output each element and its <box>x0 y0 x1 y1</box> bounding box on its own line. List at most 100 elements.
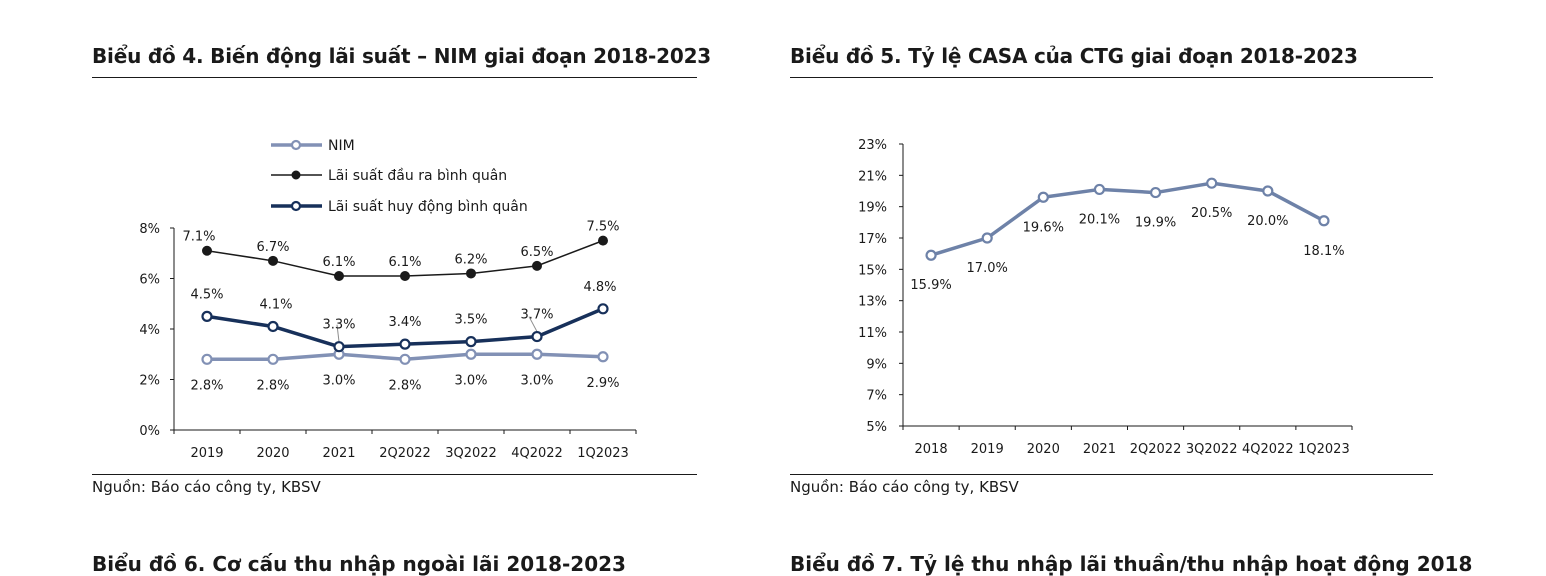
y-tick-label: 9% <box>866 357 887 372</box>
y-tick-label: 11% <box>858 326 887 341</box>
data-label: 17.0% <box>967 261 1008 276</box>
data-point-casa <box>925 249 937 261</box>
chart-7-title: Biểu đồ 7. Tỷ lệ thu nhập lãi thuần/thu … <box>790 552 1473 576</box>
data-label: 3.0% <box>520 373 553 388</box>
data-point-l-i-su-t-huy-ng-b-nh-qu-n <box>597 303 609 315</box>
data-point-nim <box>399 353 411 365</box>
data-label: 2.8% <box>256 378 289 393</box>
data-label: 3.5% <box>454 313 487 328</box>
y-tick-label: 17% <box>858 232 887 247</box>
data-label: 19.9% <box>1135 216 1176 231</box>
data-point-l-i-su-t-huy-ng-b-nh-qu-n <box>531 330 543 343</box>
data-point-casa <box>1093 183 1106 196</box>
data-point-l-i-su-t-u-ra-b-nh-qu-n <box>202 245 212 256</box>
data-label: 3.4% <box>388 315 421 330</box>
chart-4-source: Nguồn: Báo cáo công ty, KBSV <box>92 478 321 496</box>
data-label: 6.1% <box>388 255 421 270</box>
x-tick-label: 2020 <box>256 446 289 461</box>
x-tick-label: 2021 <box>1083 442 1116 457</box>
chart-4-title-rule <box>92 77 697 78</box>
legend-label: NIM <box>328 138 355 154</box>
chart-5-source: Nguồn: Báo cáo công ty, KBSV <box>790 478 1019 496</box>
data-label: 3.7% <box>520 308 553 323</box>
y-tick-label: 21% <box>858 169 887 184</box>
legend-label: Lãi suất đầu ra bình quân <box>328 168 507 184</box>
data-label: 4.5% <box>190 287 223 302</box>
data-label: 4.8% <box>583 280 616 295</box>
chart-5-bottom-rule <box>790 474 1433 475</box>
data-point-l-i-su-t-u-ra-b-nh-qu-n <box>532 260 542 271</box>
data-point-nim <box>531 348 543 360</box>
x-tick-label: 4Q2022 <box>1242 442 1294 457</box>
data-label: 2.8% <box>190 378 223 393</box>
y-tick-label: 0% <box>139 424 160 439</box>
chart-5-title-rule <box>790 77 1433 78</box>
data-point-l-i-su-t-u-ra-b-nh-qu-n <box>268 255 278 266</box>
data-label: 2.9% <box>586 376 619 391</box>
data-label: 15.9% <box>910 278 951 293</box>
x-tick-label: 2018 <box>915 442 948 457</box>
data-label: 6.5% <box>520 245 553 260</box>
data-point-nim <box>597 351 609 363</box>
y-tick-label: 15% <box>858 263 887 278</box>
data-label: 20.1% <box>1079 212 1120 227</box>
x-tick-label: 2021 <box>322 446 355 461</box>
data-label: 4.1% <box>259 297 292 312</box>
data-point-l-i-su-t-huy-ng-b-nh-qu-n <box>201 310 213 322</box>
data-label: 6.7% <box>256 240 289 255</box>
x-tick-label: 2020 <box>1027 442 1060 457</box>
x-tick-label: 2Q2022 <box>1130 442 1182 457</box>
data-point-l-i-su-t-huy-ng-b-nh-qu-n <box>267 320 279 333</box>
data-point-nim <box>267 353 279 365</box>
legend-label: Lãi suất huy động bình quân <box>328 199 528 215</box>
y-tick-label: 13% <box>858 295 887 310</box>
data-label: 7.1% <box>182 230 215 245</box>
chart-4-bottom-rule <box>92 474 697 475</box>
data-label: 3.3% <box>322 318 355 333</box>
data-point-nim <box>201 353 213 365</box>
x-tick-label: 2019 <box>190 446 223 461</box>
data-label: 19.6% <box>1023 220 1064 235</box>
y-tick-label: 6% <box>139 273 160 288</box>
x-tick-label: 1Q2023 <box>577 446 629 461</box>
chart-5-title: Biểu đồ 5. Tỷ lệ CASA của CTG giai đoạn … <box>790 44 1358 68</box>
x-tick-label: 2Q2022 <box>379 446 431 461</box>
data-point-casa <box>1206 177 1218 189</box>
chart-6-title: Biểu đồ 6. Cơ cấu thu nhập ngoài lãi 201… <box>92 552 626 576</box>
data-label: 3.0% <box>322 373 355 388</box>
y-tick-label: 5% <box>866 420 887 435</box>
data-point-l-i-su-t-u-ra-b-nh-qu-n <box>334 270 344 281</box>
data-point-l-i-su-t-huy-ng-b-nh-qu-n <box>465 336 477 348</box>
data-label: 6.1% <box>322 255 355 270</box>
x-tick-label: 1Q2023 <box>1298 442 1350 457</box>
data-label-leader <box>528 316 538 332</box>
x-tick-label: 3Q2022 <box>445 446 497 461</box>
data-label: 2.8% <box>388 378 421 393</box>
data-label-leader <box>336 324 340 342</box>
legend-marker-nim <box>290 139 302 151</box>
data-point-nim <box>465 348 477 360</box>
data-point-l-i-su-t-huy-ng-b-nh-qu-n <box>399 338 411 350</box>
y-tick-label: 19% <box>858 201 887 216</box>
data-point-l-i-su-t-huy-ng-b-nh-qu-n <box>333 341 345 353</box>
y-tick-label: 7% <box>866 389 887 404</box>
y-tick-label: 2% <box>139 374 160 389</box>
data-point-l-i-su-t-u-ra-b-nh-qu-n <box>400 270 410 281</box>
data-point-casa <box>981 232 993 244</box>
series-line-casa <box>930 181 1325 257</box>
data-label: 20.0% <box>1247 214 1288 229</box>
legend-marker-l-i-su-t-huy-ng-b-nh-qu-n <box>290 200 302 212</box>
chart-4-title: Biểu đồ 4. Biến động lãi suất – NIM giai… <box>92 44 712 68</box>
data-point-casa <box>1149 186 1162 199</box>
x-tick-label: 2019 <box>971 442 1004 457</box>
data-label: 20.5% <box>1191 206 1232 221</box>
legend-marker-l-i-su-t-u-ra-b-nh-qu-n <box>291 170 301 180</box>
data-label: 3.0% <box>454 373 487 388</box>
data-label: 6.2% <box>454 252 487 267</box>
casa-ratio-chart: 5% 7% 9% 11% 13% 15% 17% 19% 21% 23% 2018 2019 2020 2… <box>858 138 1353 457</box>
data-point-casa <box>1037 191 1049 203</box>
data-label: 7.5% <box>586 220 619 235</box>
interest-rate-nim-chart: 0% 2% 4% 6% 8% 2019 2020 2021 2Q2022 3Q2022 4Q2022… <box>139 138 637 461</box>
x-tick-label: 4Q2022 <box>511 446 563 461</box>
data-point-l-i-su-t-u-ra-b-nh-qu-n <box>466 268 476 279</box>
